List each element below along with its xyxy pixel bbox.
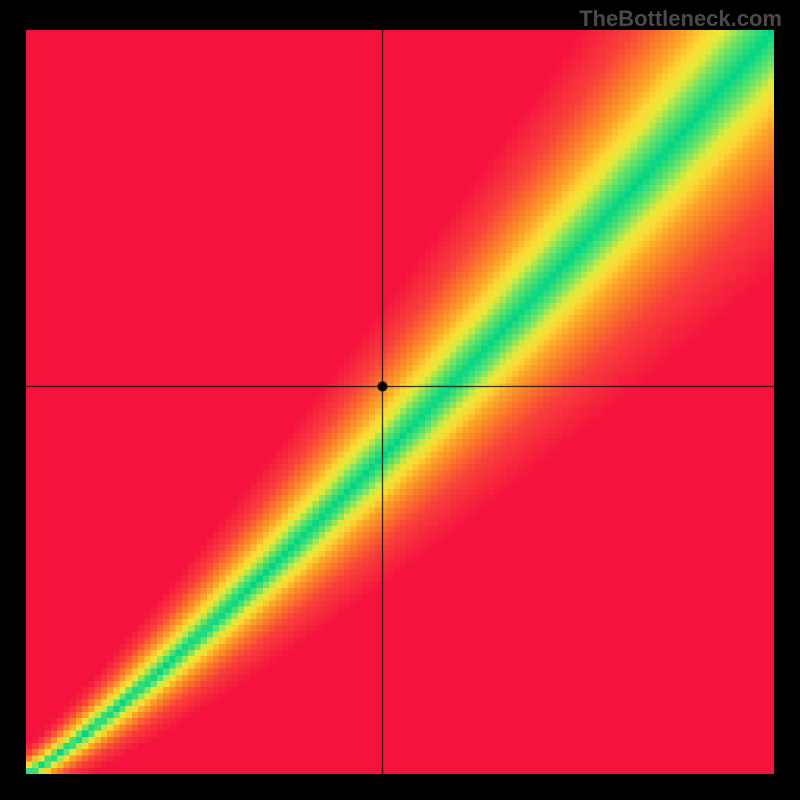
watermark-text: TheBottleneck.com: [579, 6, 782, 32]
crosshair-overlay: [26, 30, 774, 774]
chart-container: { "watermark": "TheBottleneck.com", "cha…: [0, 0, 800, 800]
